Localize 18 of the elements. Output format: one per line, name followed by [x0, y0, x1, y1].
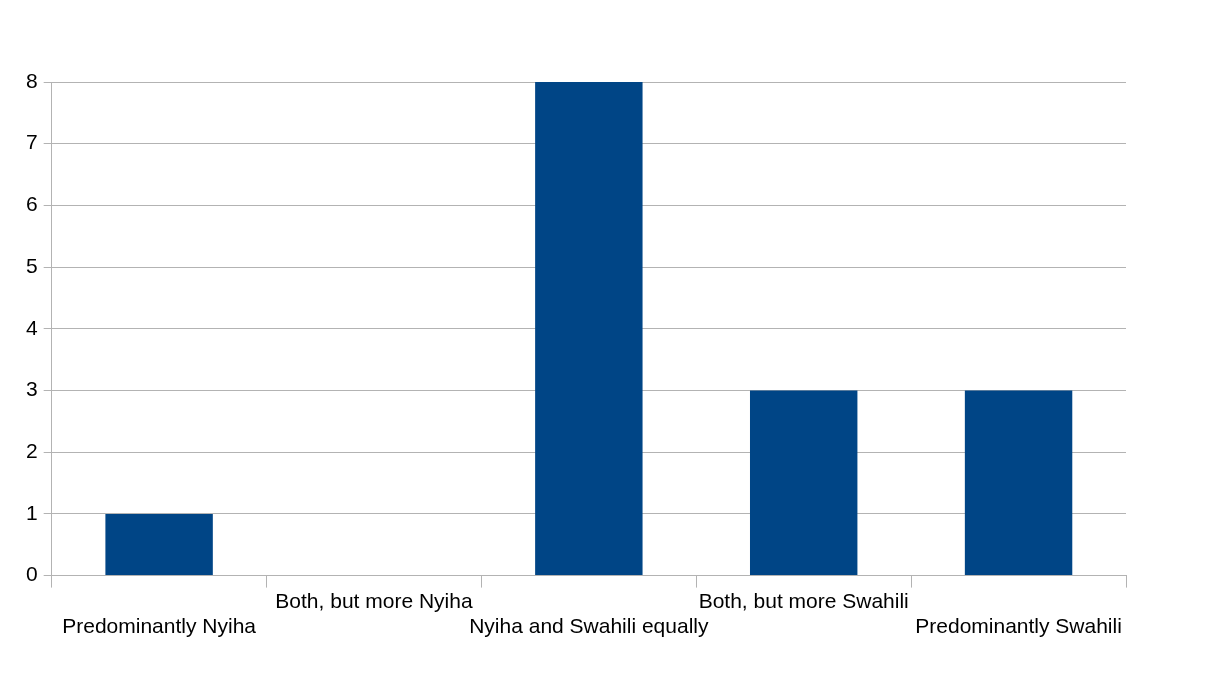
- y-tick-label: 3: [25, 377, 38, 401]
- y-tick-label: 0: [25, 562, 38, 586]
- y-tick-label: 1: [25, 500, 38, 524]
- y-tick-label: 7: [25, 130, 38, 154]
- bar: [105, 513, 213, 576]
- y-tick-label: 8: [25, 68, 38, 92]
- x-tick-label: Predominantly Nyiha: [62, 614, 257, 638]
- bar: [749, 390, 858, 576]
- x-tick-label: Nyiha and Swahili equally: [469, 614, 709, 638]
- x-tick-label: Both, but more Swahili: [698, 589, 909, 612]
- y-tick-label: 2: [25, 439, 38, 462]
- y-tick-label: 5: [25, 253, 38, 277]
- bar: [964, 390, 1073, 576]
- y-tick-label: 4: [25, 315, 38, 339]
- y-tick-label: 6: [25, 192, 38, 216]
- x-tick-label: Both, but more Nyiha: [275, 589, 473, 612]
- bar: [535, 82, 643, 576]
- x-tick-label: Predominantly Swahili: [915, 614, 1122, 638]
